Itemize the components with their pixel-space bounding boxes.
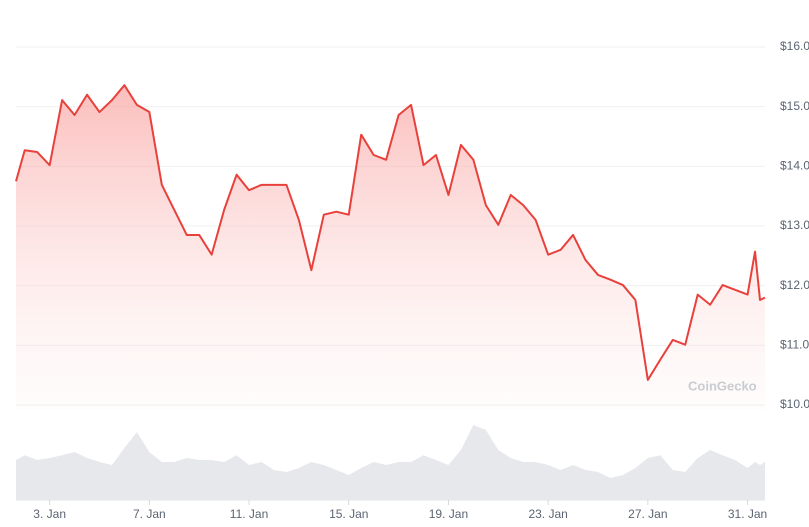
x-tick-label: 27. Jan [628,507,667,521]
x-tick-label: 31. Jan [728,507,767,521]
x-tick-label: 3. Jan [33,507,66,521]
x-tick-label: 23. Jan [528,507,567,521]
y-tick-label: $10.0 [780,397,809,411]
watermark: CoinGecko [688,378,757,393]
y-tick-label: $13.0 [780,218,809,232]
price-line [15,84,766,381]
volume-area [16,425,765,500]
y-tick-label: $14.0 [780,159,809,173]
y-tick-label: $16.0 [780,39,809,53]
y-tick-label: $12.0 [780,278,809,292]
x-tick-label: 19. Jan [429,507,468,521]
price-area [16,85,765,410]
y-tick-label: $11.0 [780,338,809,352]
x-tick-label: 7. Jan [133,507,166,521]
x-tick-label: 11. Jan [230,507,268,521]
y-tick-label: $15.0 [780,99,809,113]
x-tick-label: 15. Jan [329,507,368,521]
